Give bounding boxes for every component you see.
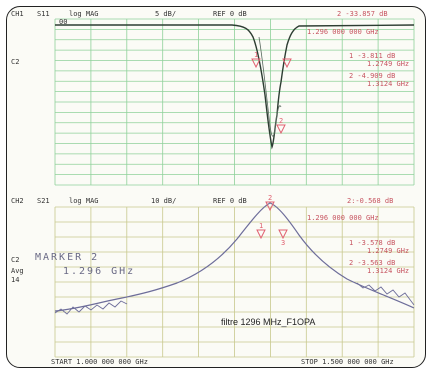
ch1-format: log MAG bbox=[69, 10, 99, 18]
svg-text:1: 1 bbox=[254, 51, 258, 59]
ch1-marker1-value: 1 -3.811 dB bbox=[349, 52, 396, 60]
ch1-marker2-value: 2 -4.909 dB bbox=[349, 72, 396, 80]
ch2-side-label: C2 bbox=[11, 256, 20, 264]
ch1-scale: 5 dB/ bbox=[155, 10, 177, 18]
ch2-marker2-frequency: 1.3124 GHz bbox=[367, 267, 410, 275]
ch2-marker-frequency: 1.296 000 000 GHz bbox=[307, 214, 379, 222]
ch2-avg-label: Avg bbox=[11, 267, 24, 275]
analyzer-plot-canvas: 1 2 1 2 3 bbox=[54, 18, 415, 358]
sweep-stop: STOP 1.500 000 000 GHz bbox=[301, 358, 394, 366]
svg-text:2: 2 bbox=[268, 194, 272, 202]
ch2-marker2-value: 2 -3.563 dB bbox=[349, 259, 396, 267]
ch2-grid bbox=[54, 206, 415, 358]
s11-trace-shadow bbox=[258, 36, 282, 137]
ch1-label: CH1 bbox=[11, 10, 24, 18]
ch1-marker-readout: 2 -33.857 dB bbox=[337, 10, 388, 18]
ch1-grid-tag: 00 bbox=[59, 18, 68, 26]
svg-text:2: 2 bbox=[279, 117, 283, 125]
ch1-marker-1: 1 bbox=[251, 51, 261, 69]
ch2-marker-2: 2 bbox=[265, 194, 275, 212]
ch1-marker-3 bbox=[282, 58, 292, 69]
ch2-marker1-value: 1 -3.578 dB bbox=[349, 239, 396, 247]
ch2-avg-count: 14 bbox=[11, 276, 20, 284]
ch2-scale: 10 dB/ bbox=[151, 197, 177, 205]
ch2-param: S21 bbox=[37, 197, 50, 205]
analyzer-screenshot-frame: 1 2 1 2 3 CH1 S11 log MAG 5 dB/ REF 0 dB… bbox=[6, 6, 426, 368]
ch2-marker-3: 3 bbox=[278, 229, 288, 247]
ch1-grid bbox=[54, 18, 415, 186]
svg-text:1: 1 bbox=[259, 222, 263, 230]
ch1-marker-frequency: 1.296 000 000 GHz bbox=[307, 28, 379, 36]
ch2-ref: REF 0 dB bbox=[213, 197, 247, 205]
sweep-start: START 1.000 000 000 GHz bbox=[51, 358, 148, 366]
s21-trace bbox=[54, 202, 415, 312]
ch1-marker1-frequency: 1.2749 GHz bbox=[367, 60, 410, 68]
ch1-ref: REF 0 dB bbox=[213, 10, 247, 18]
ch1-param: S11 bbox=[37, 10, 50, 18]
ch1-marker-2: 2 bbox=[276, 117, 286, 135]
ch2-marker-readout: 2:-0.568 dB bbox=[347, 197, 394, 205]
ch2-marker-1: 1 bbox=[256, 222, 266, 240]
s21-noise bbox=[54, 282, 415, 315]
marker-big-frequency: 1.296 GHz bbox=[63, 266, 136, 277]
ch1-side-label: C2 bbox=[11, 58, 20, 66]
ch2-marker1-frequency: 1.2749 GHz bbox=[367, 247, 410, 255]
ch2-format: log MAG bbox=[69, 197, 99, 205]
marker-title: MARKER 2 bbox=[35, 252, 100, 263]
ch1-marker2-frequency: 1.3124 GHz bbox=[367, 80, 410, 88]
svg-text:3: 3 bbox=[281, 239, 285, 247]
ch2-label: CH2 bbox=[11, 197, 24, 205]
filter-annotation: filtre 1296 MHz_F1OPA bbox=[221, 317, 316, 327]
